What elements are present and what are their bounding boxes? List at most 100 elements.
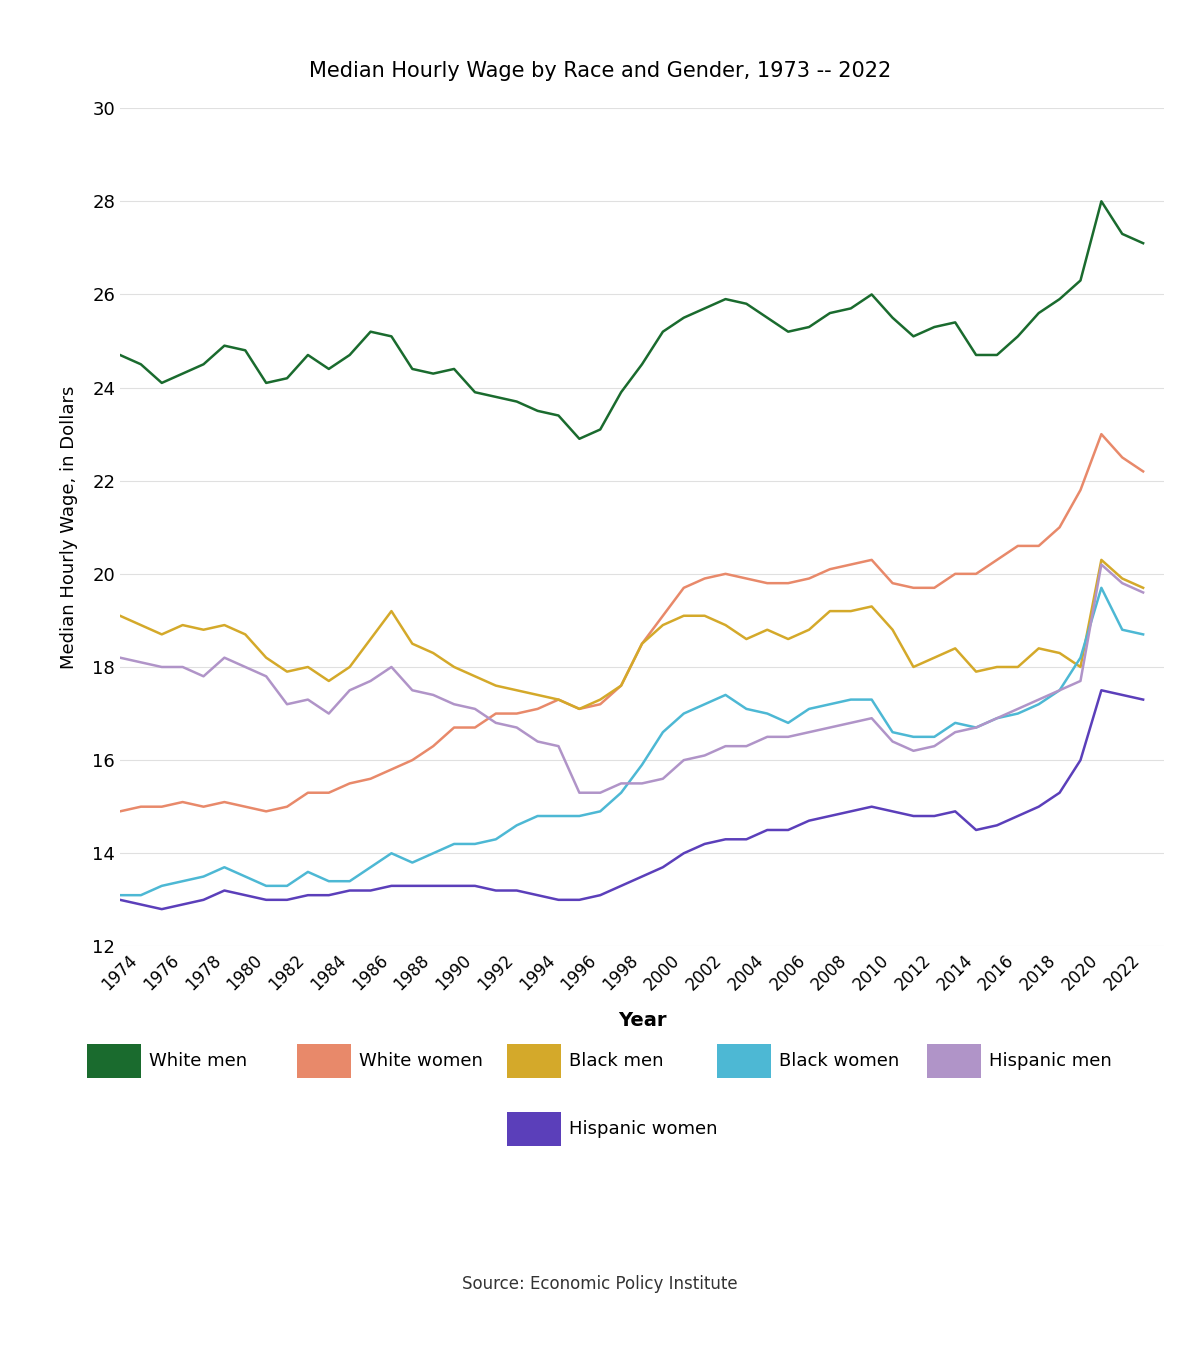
White women	[614, 677, 629, 694]
White women	[133, 799, 148, 815]
Black men	[760, 622, 774, 638]
Black women	[739, 700, 754, 717]
Text: Black men: Black men	[570, 1052, 664, 1071]
White men	[990, 347, 1004, 364]
Black men	[259, 649, 274, 665]
Black men	[677, 607, 691, 623]
Hispanic women	[259, 892, 274, 909]
White men	[1094, 193, 1109, 210]
Black men	[948, 641, 962, 657]
Hispanic women	[406, 877, 420, 894]
White men	[739, 296, 754, 312]
Hispanic women	[133, 896, 148, 913]
Hispanic women	[928, 808, 942, 825]
Hispanic women	[1010, 808, 1025, 825]
Hispanic men	[468, 700, 482, 717]
Hispanic men	[488, 715, 503, 731]
White women	[739, 571, 754, 587]
Black men	[1052, 645, 1067, 661]
Black women	[133, 887, 148, 903]
Hispanic men	[301, 691, 316, 707]
White men	[280, 370, 294, 387]
Hispanic men	[1115, 575, 1129, 591]
Hispanic women	[197, 892, 211, 909]
Black men	[364, 631, 378, 648]
White men	[781, 323, 796, 339]
Black women	[1052, 683, 1067, 699]
Text: Hispanic men: Hispanic men	[989, 1052, 1112, 1071]
Black women	[217, 859, 232, 875]
Hispanic women	[990, 817, 1004, 833]
Hispanic women	[760, 822, 774, 838]
Black men	[155, 626, 169, 642]
Black women	[1115, 622, 1129, 638]
Hispanic women	[739, 831, 754, 848]
Line: Hispanic men: Hispanic men	[120, 565, 1144, 792]
White women	[677, 580, 691, 596]
White women	[301, 784, 316, 800]
White men	[364, 323, 378, 339]
White women	[280, 799, 294, 815]
Hispanic men	[133, 654, 148, 671]
White men	[510, 393, 524, 410]
Black men	[238, 626, 252, 642]
Text: White men: White men	[150, 1052, 247, 1071]
White men	[572, 431, 587, 448]
White men	[322, 361, 336, 377]
White men	[886, 310, 900, 326]
White men	[928, 319, 942, 335]
Text: Median Hourly Wage by Race and Gender, 1973 -- 2022: Median Hourly Wage by Race and Gender, 1…	[308, 61, 892, 81]
Hispanic men	[342, 683, 356, 699]
Black women	[655, 725, 670, 741]
White women	[864, 552, 878, 568]
White men	[113, 347, 127, 364]
Hispanic men	[406, 683, 420, 699]
Black men	[968, 664, 983, 680]
Hispanic men	[113, 649, 127, 665]
Hispanic men	[968, 719, 983, 735]
Hispanic men	[217, 649, 232, 665]
Black women	[384, 845, 398, 861]
Black men	[175, 617, 190, 633]
Hispanic men	[593, 784, 607, 800]
Hispanic men	[551, 738, 565, 754]
White men	[802, 319, 816, 335]
Black men	[217, 617, 232, 633]
Black women	[175, 873, 190, 890]
White men	[948, 314, 962, 330]
Hispanic women	[155, 900, 169, 917]
Line: White men: White men	[120, 201, 1144, 439]
Hispanic men	[1136, 584, 1151, 600]
Hispanic women	[384, 877, 398, 894]
Black women	[426, 845, 440, 861]
White women	[488, 706, 503, 722]
Black women	[510, 817, 524, 833]
Hispanic men	[238, 658, 252, 675]
Black women	[468, 836, 482, 852]
White women	[886, 575, 900, 591]
White men	[635, 356, 649, 372]
Black women	[1094, 580, 1109, 596]
White men	[155, 375, 169, 391]
Text: Source: Economic Policy Institute: Source: Economic Policy Institute	[462, 1275, 738, 1294]
Black men	[906, 658, 920, 675]
Hispanic women	[217, 883, 232, 899]
Hispanic women	[948, 803, 962, 819]
Black women	[1073, 649, 1087, 665]
White women	[1032, 538, 1046, 554]
Hispanic women	[530, 887, 545, 903]
Black men	[614, 677, 629, 694]
White men	[175, 365, 190, 381]
Black women	[238, 868, 252, 884]
Black women	[823, 696, 838, 713]
Black women	[259, 877, 274, 894]
White men	[468, 384, 482, 400]
Black men	[510, 683, 524, 699]
White women	[1073, 481, 1087, 498]
Hispanic women	[719, 831, 733, 848]
Black women	[802, 700, 816, 717]
White women	[968, 565, 983, 581]
Hispanic men	[635, 775, 649, 791]
Text: Hispanic women: Hispanic women	[570, 1119, 718, 1138]
White women	[530, 700, 545, 717]
